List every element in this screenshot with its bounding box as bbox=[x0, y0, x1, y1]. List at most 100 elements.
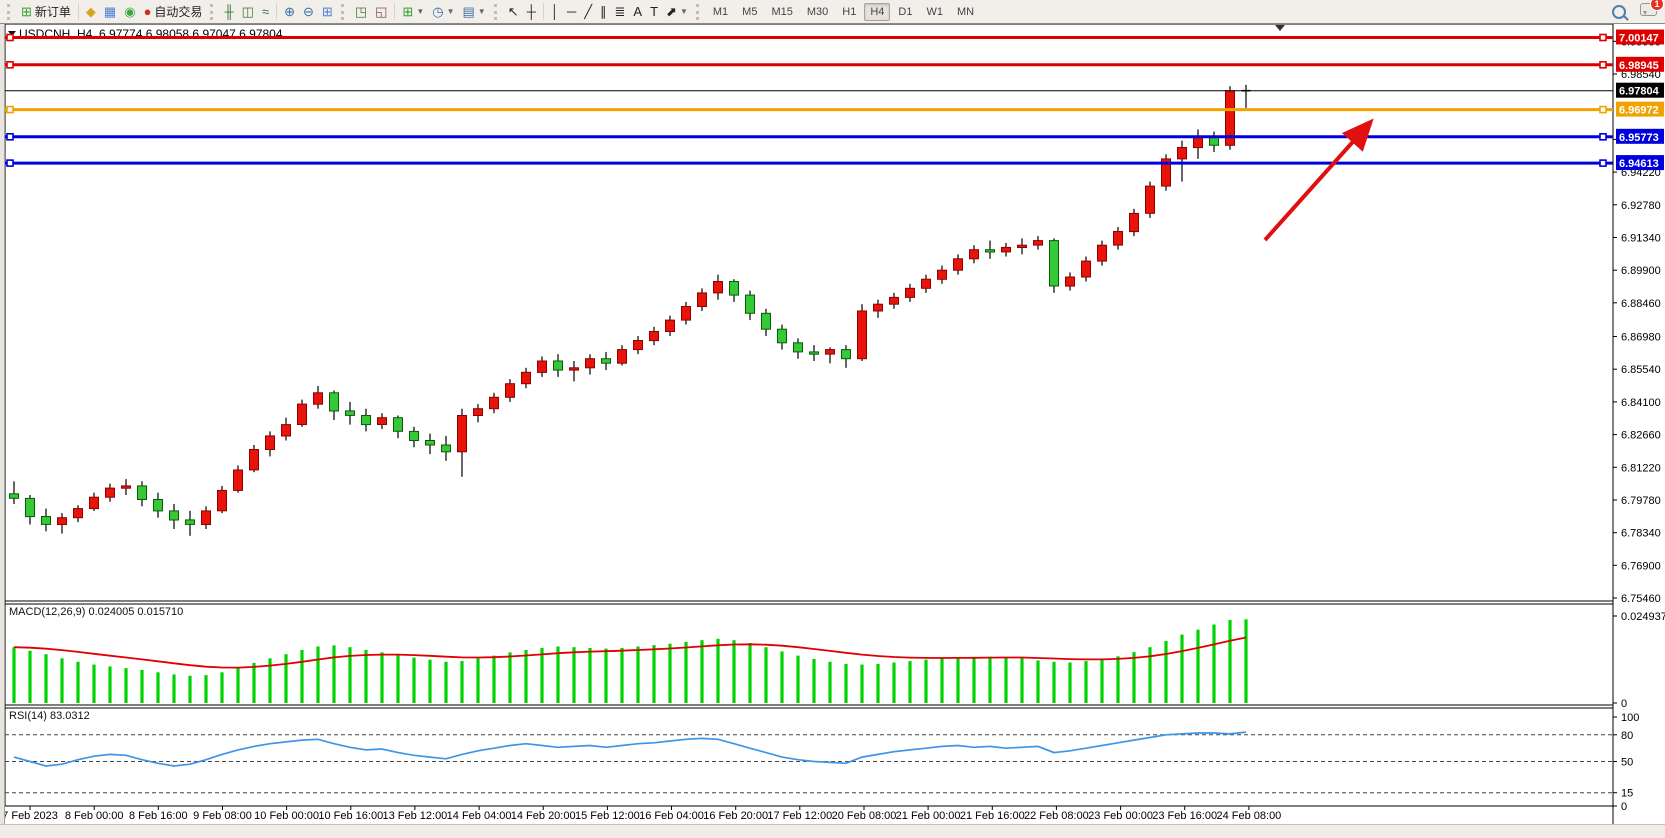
time-label: 15 Feb 12:00 bbox=[575, 810, 640, 822]
time-axis: 7 Feb 2023 8 Feb 00:00 8 Feb 16:00 9 Feb 08… bbox=[2, 806, 1281, 822]
timeframe-button-h4[interactable]: H4 bbox=[864, 2, 891, 21]
new-chart-button[interactable]: ⊞ ▼ bbox=[399, 2, 427, 21]
tile-windows-button[interactable]: ⊞ bbox=[319, 2, 336, 21]
window-left-border bbox=[0, 24, 5, 824]
price-axis: 6.999806.985406.956606.942206.927806.913… bbox=[1613, 36, 1661, 605]
line-handle[interactable] bbox=[1599, 105, 1607, 114]
toolbar-grip bbox=[210, 3, 216, 20]
templates-button[interactable]: ▤ ▼ bbox=[460, 2, 489, 21]
timeframe-button-w1[interactable]: W1 bbox=[926, 5, 943, 18]
price-line-label: 6.95773 bbox=[1619, 132, 1659, 144]
toolbar-grip bbox=[7, 3, 13, 20]
time-label: 9 Feb 08:00 bbox=[193, 810, 252, 822]
timeframe-button-m30[interactable]: M30 bbox=[806, 5, 829, 18]
candlestick-chart-type-button[interactable]: ◫ bbox=[239, 2, 257, 21]
rsi-axis-label: 50 bbox=[1621, 757, 1633, 769]
time-label: 10 Feb 16:00 bbox=[318, 810, 383, 822]
line-handle[interactable] bbox=[6, 60, 14, 69]
channel-tool-button[interactable]: ∥ bbox=[597, 2, 610, 21]
toolbar-separator bbox=[542, 3, 544, 20]
price-tick-label: 6.78340 bbox=[1621, 528, 1661, 540]
price-tick-label: 6.92780 bbox=[1621, 200, 1661, 212]
macd-axis-max-label: 0.024937 bbox=[1621, 611, 1665, 623]
line-handle[interactable] bbox=[6, 33, 14, 42]
horizontal-line-tool-button[interactable]: ─ bbox=[564, 2, 579, 21]
time-label: 8 Feb 00:00 bbox=[65, 810, 124, 822]
price-tick-label: 6.85540 bbox=[1621, 364, 1661, 376]
timeframe-button-m15[interactable]: M15 bbox=[771, 5, 793, 18]
timeframe-button-h1[interactable]: H1 bbox=[842, 5, 857, 18]
price-line-label: 6.97804 bbox=[1619, 86, 1660, 98]
autotrading-button[interactable]: ● 自动交易 bbox=[141, 2, 206, 21]
timeframe-button-m1[interactable]: M1 bbox=[712, 5, 729, 18]
price-line-label: 6.94613 bbox=[1619, 158, 1659, 170]
vertical-line-tool-button[interactable]: │ bbox=[548, 2, 562, 21]
time-label: 23 Feb 16:00 bbox=[1152, 810, 1217, 822]
toolbar-grip bbox=[493, 3, 500, 20]
autotrading-button-label: 自动交易 bbox=[154, 5, 203, 19]
horizontal-level-lines[interactable]: 7.00147 6.98945 6.97804 6.96972 6.95773 6.946… bbox=[5, 29, 1664, 171]
line-handle[interactable] bbox=[1599, 60, 1607, 69]
label-tool-button[interactable]: T bbox=[647, 2, 661, 21]
notification-badge: 1 bbox=[1650, 0, 1664, 11]
fibonacci-tool-icon: ≣ bbox=[614, 4, 626, 19]
chevron-down-icon: ▼ bbox=[416, 7, 425, 16]
auto-arrange-button[interactable]: ◳ bbox=[352, 2, 370, 21]
market-watch-button[interactable]: ◆ bbox=[83, 2, 99, 21]
toolbar-right-icons: 1 bbox=[1612, 0, 1664, 21]
toolbar-separator bbox=[276, 3, 278, 20]
toolbar-grip bbox=[695, 3, 702, 20]
channel-tool-icon: ∥ bbox=[600, 4, 607, 19]
chart-shift-marker[interactable] bbox=[1275, 25, 1285, 31]
tile-windows-icon: ⊞ bbox=[321, 4, 333, 19]
line-handle[interactable] bbox=[6, 133, 14, 141]
zoom-out-button[interactable]: ⊖ bbox=[300, 2, 317, 21]
time-label: 23 Feb 00:00 bbox=[1088, 810, 1153, 822]
trend-arrow[interactable] bbox=[1263, 118, 1374, 242]
templates-icon: ▤ bbox=[462, 4, 475, 19]
cursor-tool-button[interactable]: ↖ bbox=[505, 2, 522, 21]
line-handle[interactable] bbox=[6, 105, 14, 114]
price-tick-label: 6.82660 bbox=[1621, 430, 1661, 442]
signals-button[interactable]: ◉ bbox=[121, 2, 138, 21]
line-handle[interactable] bbox=[1599, 159, 1607, 167]
line-chart-type-button[interactable]: ≈ bbox=[259, 2, 272, 21]
line-handle[interactable] bbox=[1599, 33, 1607, 42]
time-label: 14 Feb 20:00 bbox=[511, 810, 576, 822]
new-order-button[interactable]: ⊞ 新订单 bbox=[18, 2, 74, 21]
shapes-tool-button[interactable]: ⬈ ▼ bbox=[663, 2, 691, 21]
bar-chart-type-button[interactable]: ╫ bbox=[221, 2, 236, 21]
search-icon[interactable] bbox=[1612, 5, 1626, 19]
crosshair-tool-button[interactable]: ┼ bbox=[524, 2, 539, 21]
notifications-button[interactable]: 1 bbox=[1640, 0, 1664, 21]
trendline-tool-button[interactable]: ╱ bbox=[581, 2, 595, 21]
line-handle[interactable] bbox=[6, 159, 14, 167]
chart-title-dropdown-icon[interactable] bbox=[8, 31, 16, 40]
timeframe-button-m5[interactable]: M5 bbox=[742, 5, 758, 18]
label-tool-icon: T bbox=[650, 4, 659, 19]
periods-button[interactable]: ◷ ▼ bbox=[429, 2, 457, 21]
zoom-in-button[interactable]: ⊕ bbox=[281, 2, 298, 21]
data-window-button[interactable]: ▦ bbox=[101, 2, 119, 21]
timeframe-button-d1[interactable]: D1 bbox=[898, 5, 913, 18]
price-line-label: 6.96972 bbox=[1619, 105, 1659, 117]
timeframe-button-mn[interactable]: MN bbox=[956, 5, 975, 18]
time-label: 16 Feb 04:00 bbox=[639, 810, 704, 822]
line-handle[interactable] bbox=[1599, 133, 1607, 141]
chart-shift-toggle-icon: ◱ bbox=[375, 4, 388, 19]
chart-shift-toggle-button[interactable]: ◱ bbox=[372, 2, 390, 21]
text-tool-button[interactable]: A bbox=[630, 2, 645, 21]
price-line-label: 7.00147 bbox=[1619, 33, 1659, 45]
shapes-tool-icon: ⬈ bbox=[666, 4, 677, 19]
new-chart-icon: ⊞ bbox=[402, 4, 414, 19]
price-tick-label: 6.76900 bbox=[1621, 560, 1661, 572]
fibonacci-tool-button[interactable]: ≣ bbox=[612, 2, 629, 21]
time-label: 13 Feb 12:00 bbox=[382, 810, 447, 822]
macd-axis-zero-label: 0 bbox=[1621, 698, 1627, 710]
rsi-axis-label: 80 bbox=[1621, 730, 1633, 742]
toolbar-separator bbox=[394, 3, 396, 20]
chevron-down-icon: ▼ bbox=[477, 7, 486, 16]
time-label: 16 Feb 20:00 bbox=[703, 810, 768, 822]
auto-arrange-icon: ◳ bbox=[354, 4, 368, 19]
